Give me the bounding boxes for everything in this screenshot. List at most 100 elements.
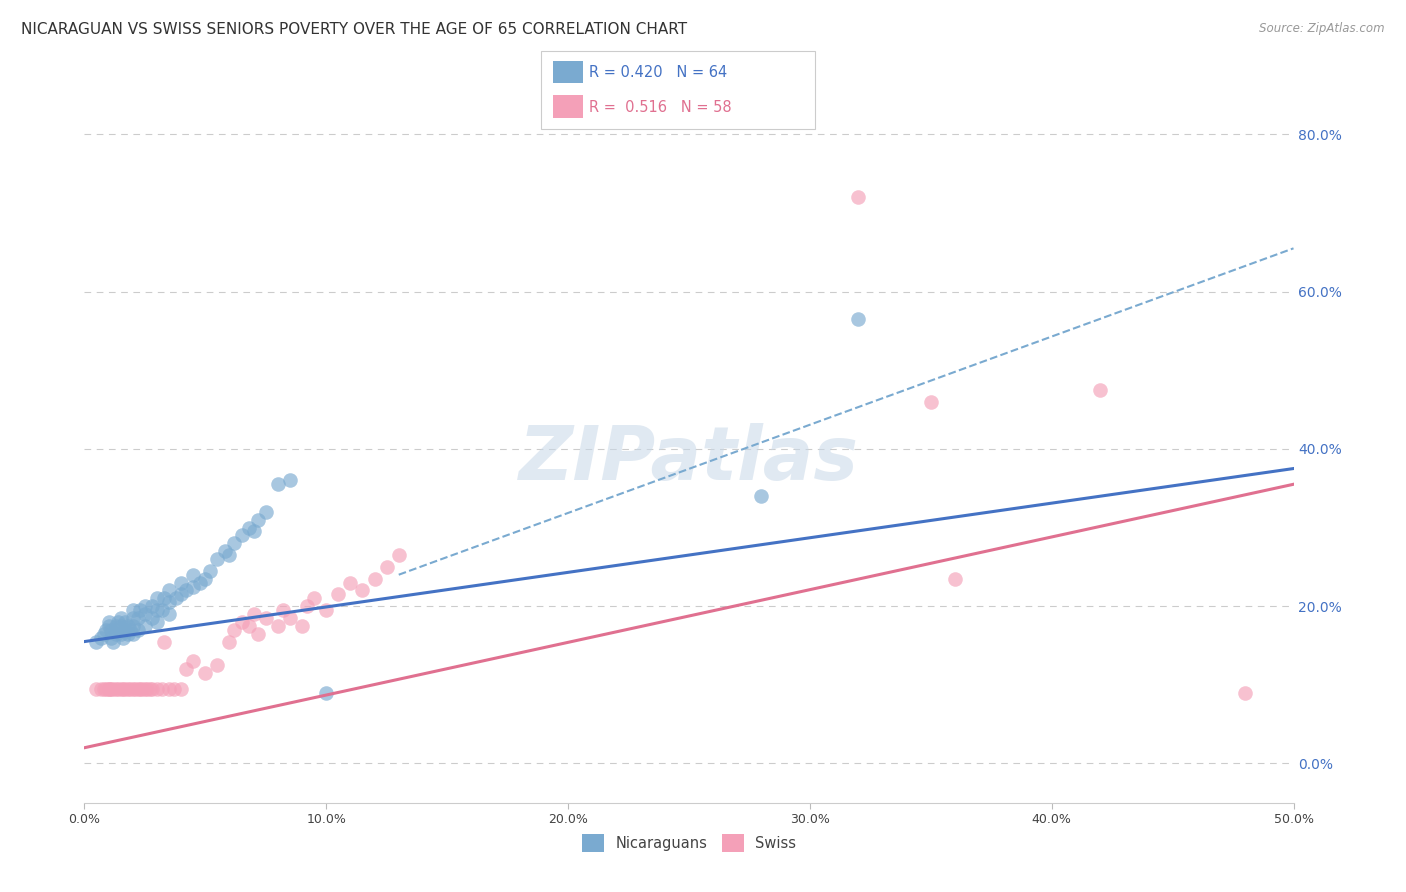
Point [315,686,337,700]
Point [94,623,117,637]
Point [134,607,156,621]
Point [114,623,136,637]
Point [238,520,260,534]
Point [153,591,176,606]
Point [153,634,176,648]
Point [129,603,152,617]
Point [846,312,869,326]
Point [315,603,337,617]
Point [110,681,132,696]
Point [214,544,236,558]
Point [170,587,193,601]
Point [174,583,197,598]
Point [352,583,374,598]
Point [146,681,169,696]
Point [231,615,253,629]
Point [124,681,146,696]
Point [127,681,149,696]
Point [150,681,173,696]
Point [247,626,270,640]
Point [141,611,163,625]
Point [134,681,156,696]
Point [104,626,127,640]
Point [247,513,270,527]
Point [100,623,122,637]
Point [127,623,149,637]
Point [157,595,180,609]
Point [218,548,240,562]
Point [97,619,120,633]
Point [254,505,277,519]
Point [198,564,221,578]
Point [103,681,125,696]
Point [110,626,132,640]
Point [194,572,217,586]
Point [267,477,290,491]
Point [375,559,398,574]
Legend: Nicaraguans, Swiss: Nicaraguans, Swiss [576,829,801,858]
Point [110,619,132,633]
Point [131,681,153,696]
Point [112,631,135,645]
Point [107,615,129,629]
Point [242,524,264,539]
Point [218,634,240,648]
Point [150,603,173,617]
Point [388,548,411,562]
Point [224,623,246,637]
Point [90,631,112,645]
Point [117,681,139,696]
Point [121,619,143,633]
Point [231,528,253,542]
Point [920,394,942,409]
Point [165,591,187,606]
Point [751,489,773,503]
Point [97,681,120,696]
Point [1088,383,1111,397]
Point [97,615,120,629]
Point [121,603,143,617]
Point [90,681,112,696]
Point [114,615,136,629]
Point [117,619,139,633]
Point [86,681,108,696]
Point [110,611,132,625]
Point [136,681,159,696]
Point [190,575,212,590]
Point [295,599,318,614]
Point [181,654,204,668]
Point [141,599,163,614]
Point [163,681,186,696]
Point [363,572,385,586]
Point [93,681,115,696]
Point [86,634,108,648]
Point [114,681,136,696]
Point [224,536,246,550]
Point [238,619,260,633]
Point [174,662,197,676]
Point [267,619,290,633]
Point [278,611,301,625]
Point [146,591,169,606]
Point [103,634,125,648]
Point [117,626,139,640]
Text: R = 0.420   N = 64: R = 0.420 N = 64 [589,65,727,79]
Point [157,607,180,621]
Point [302,591,325,606]
Point [94,681,117,696]
Point [846,190,869,204]
Point [146,615,169,629]
Point [1234,686,1257,700]
Point [107,623,129,637]
Point [112,681,135,696]
Point [254,611,277,625]
Point [207,552,229,566]
Point [157,583,180,598]
Text: R =  0.516   N = 58: R = 0.516 N = 58 [589,100,731,114]
Point [120,623,142,637]
Point [104,619,127,633]
Point [328,587,350,601]
Text: NICARAGUAN VS SWISS SENIORS POVERTY OVER THE AGE OF 65 CORRELATION CHART: NICARAGUAN VS SWISS SENIORS POVERTY OVER… [21,22,688,37]
Point [339,575,361,590]
Point [120,681,142,696]
